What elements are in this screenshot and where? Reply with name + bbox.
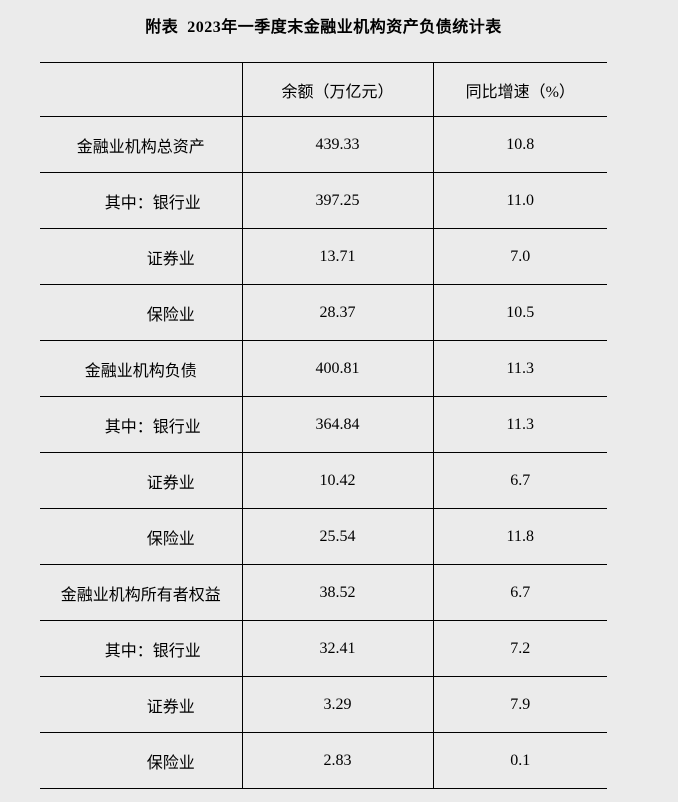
row-balance-value: 397.25 (241, 172, 433, 229)
row-balance-value: 13.71 (241, 228, 433, 285)
row-growth-value: 11.3 (432, 340, 607, 397)
row-label-cell: 其中：银行业 (40, 172, 242, 229)
table-header-row: 余额（万亿元） 同比增速（%） (40, 62, 607, 117)
row-balance-value: 400.81 (241, 340, 433, 397)
row-label: 保险业 (146, 306, 195, 324)
row-label-cell: 证券业 (40, 452, 242, 509)
row-label: 金融业机构负债 (84, 362, 197, 380)
table-row: 金融业机构负债 400.81 11.3 (40, 340, 607, 397)
row-label: 证券业 (146, 474, 195, 492)
statistics-table: 余额（万亿元） 同比增速（%） 金融业机构总资产 439.33 10.8 其中：银行业… (40, 62, 607, 789)
row-balance-value: 364.84 (241, 396, 433, 453)
table-row: 其中：银行业 364.84 11.3 (40, 396, 607, 453)
row-growth-value: 10.8 (432, 116, 607, 173)
row-balance-value: 2.83 (241, 732, 433, 789)
row-label-cell: 保险业 (40, 732, 242, 789)
row-label: 金融业机构总资产 (76, 138, 205, 156)
table-row: 保险业 2.83 0.1 (40, 732, 607, 789)
row-balance-value: 439.33 (241, 116, 433, 173)
row-label-cell: 证券业 (40, 228, 242, 285)
table-row: 保险业 25.54 11.8 (40, 508, 607, 565)
row-balance-value: 3.29 (241, 676, 433, 733)
row-label-cell: 证券业 (40, 676, 242, 733)
row-balance-value: 32.41 (241, 620, 433, 677)
row-balance-value: 28.37 (241, 284, 433, 341)
row-label-cell: 金融业机构总资产 (40, 116, 242, 173)
table-row: 证券业 10.42 6.7 (40, 452, 607, 509)
row-growth-value: 7.0 (432, 228, 607, 285)
row-label: 金融业机构所有者权益 (60, 586, 221, 604)
row-label: 保险业 (146, 530, 195, 548)
row-growth-value: 7.9 (432, 676, 607, 733)
row-growth-value: 11.3 (432, 396, 607, 453)
table-row: 其中：银行业 397.25 11.0 (40, 172, 607, 229)
header-cell-category (40, 62, 242, 117)
row-label-cell: 保险业 (40, 508, 242, 565)
table-title: 附表 2023年一季度末金融业机构资产负债统计表 (145, 19, 502, 36)
row-balance-value: 25.54 (241, 508, 433, 565)
table-row: 证券业 13.71 7.0 (40, 228, 607, 285)
row-label-cell: 其中：银行业 (40, 620, 242, 677)
header-cell-growth: 同比增速（%） (432, 62, 607, 117)
row-growth-value: 11.8 (432, 508, 607, 565)
row-growth-value: 7.2 (432, 620, 607, 677)
row-growth-value: 0.1 (432, 732, 607, 789)
row-growth-value: 10.5 (432, 284, 607, 341)
row-label: 其中：银行业 (104, 418, 201, 436)
row-balance-value: 38.52 (241, 564, 433, 621)
header-cell-balance: 余额（万亿元） (241, 62, 433, 117)
row-growth-value: 11.0 (432, 172, 607, 229)
row-label: 证券业 (146, 698, 195, 716)
row-label-cell: 金融业机构负债 (40, 340, 242, 397)
row-balance-value: 10.42 (241, 452, 433, 509)
row-growth-value: 6.7 (432, 564, 607, 621)
table-row: 保险业 28.37 10.5 (40, 284, 607, 341)
row-label-cell: 金融业机构所有者权益 (40, 564, 242, 621)
row-label-cell: 其中：银行业 (40, 396, 242, 453)
table-row: 金融业机构总资产 439.33 10.8 (40, 116, 607, 173)
row-label: 其中：银行业 (104, 194, 201, 212)
table-row: 金融业机构所有者权益 38.52 6.7 (40, 564, 607, 621)
row-growth-value: 6.7 (432, 452, 607, 509)
row-label: 保险业 (146, 754, 195, 772)
row-label: 其中：银行业 (104, 642, 201, 660)
table-row: 证券业 3.29 7.9 (40, 676, 607, 733)
table-row: 其中：银行业 32.41 7.2 (40, 620, 607, 677)
row-label: 证券业 (146, 250, 195, 268)
row-label-cell: 保险业 (40, 284, 242, 341)
